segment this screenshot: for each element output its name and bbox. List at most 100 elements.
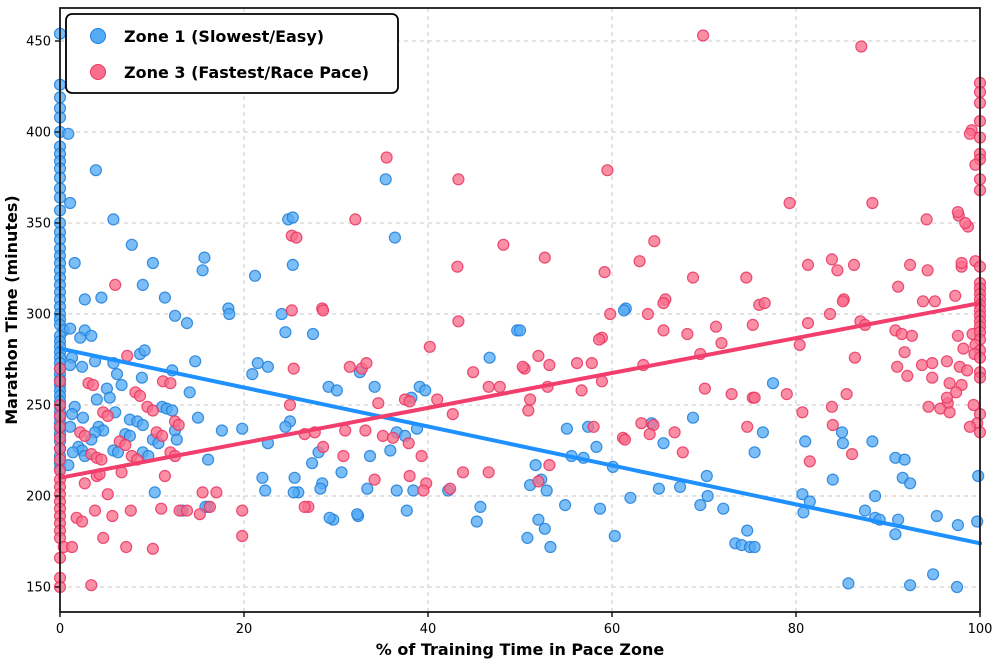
scatter-point	[538, 522, 551, 535]
scatter-point	[516, 360, 529, 373]
scatter-point	[89, 164, 103, 177]
scatter-point	[286, 258, 299, 271]
scatter-point	[121, 349, 134, 362]
scatter-point	[259, 484, 272, 497]
scatter-point	[866, 435, 879, 448]
scatter-point	[532, 349, 545, 362]
scatter-point	[423, 340, 436, 353]
scatter-point	[380, 151, 393, 164]
scatter-point	[287, 486, 300, 499]
scatter-point	[85, 579, 98, 592]
scatter-point	[90, 393, 103, 406]
scatter-point	[748, 391, 761, 404]
scatter-point	[641, 307, 655, 321]
scatter-point	[203, 500, 217, 513]
scatter-point	[191, 411, 205, 424]
scatter-point	[686, 271, 700, 284]
scatter-point	[943, 377, 956, 390]
scatter-point	[279, 420, 292, 433]
scatter-point	[847, 258, 861, 271]
scatter-point	[256, 471, 269, 484]
scatter-point	[78, 477, 91, 490]
scatter-point	[452, 173, 465, 186]
scatter-point	[748, 446, 761, 459]
scatter-point	[543, 459, 556, 472]
legend: Zone 1 (Slowest/Easy) Zone 3 (Fastest/Ra…	[65, 13, 399, 94]
scatter-point	[532, 513, 545, 526]
scatter-point	[135, 371, 148, 384]
scatter-point	[306, 327, 320, 341]
scatter-point	[415, 449, 428, 463]
legend-box	[65, 13, 399, 94]
scatter-point	[107, 213, 120, 226]
scatter-point	[78, 429, 91, 442]
scatter-point	[125, 238, 138, 251]
scatter-point	[63, 322, 77, 335]
scatter-point	[701, 489, 714, 503]
scatter-point	[951, 329, 965, 342]
scatter-point	[575, 384, 588, 397]
scatter-point	[926, 568, 940, 581]
scatter-point	[124, 504, 137, 517]
scatter-point	[840, 388, 853, 401]
scatter-point	[951, 518, 965, 532]
scatter-point	[963, 127, 977, 140]
trend-lines	[58, 301, 982, 546]
scatter-point	[390, 484, 403, 497]
scatter-point	[766, 377, 780, 390]
scatter-point	[101, 409, 114, 422]
scatter-point	[283, 398, 297, 412]
scatter-point	[793, 338, 806, 351]
scatter-point	[196, 486, 209, 499]
scatter-point	[845, 448, 859, 461]
scatter-point	[617, 304, 631, 317]
scatter-point	[903, 477, 917, 490]
scatter-point	[170, 433, 183, 446]
scatter-point	[419, 384, 432, 397]
scatter-point	[261, 360, 274, 373]
scatter-point	[95, 291, 108, 304]
scatter-point	[836, 437, 850, 450]
scatter-point	[715, 337, 728, 350]
scatter-point	[801, 258, 815, 271]
scatter-point	[826, 473, 839, 486]
scatter-point	[158, 291, 171, 304]
y-tick-label: 150	[26, 581, 51, 596]
series-1	[53, 29, 987, 594]
scatter-point	[696, 29, 710, 42]
scatter-point	[63, 420, 77, 433]
x-tick-label: 80	[788, 622, 805, 637]
scatter-point	[330, 384, 343, 397]
scatter-point	[335, 466, 348, 479]
scatter-point	[97, 531, 110, 545]
scatter-point	[717, 502, 730, 515]
scatter-point	[866, 196, 879, 210]
scatter-point	[120, 540, 133, 554]
scatter-point	[842, 577, 855, 590]
scatter-point	[103, 391, 116, 404]
scatter-point	[474, 500, 487, 513]
scatter-point	[926, 357, 939, 370]
scatter-point	[963, 420, 977, 433]
scatter-point	[286, 211, 299, 224]
scatter-point	[957, 342, 970, 355]
scatter-point	[323, 511, 336, 524]
scatter-point	[969, 158, 982, 171]
scatter-point	[180, 317, 194, 330]
scatter-point	[63, 196, 77, 210]
scatter-point	[384, 444, 397, 457]
scatter-point	[166, 404, 179, 417]
scatter-point	[624, 491, 637, 504]
scatter-point	[823, 307, 837, 321]
scatter-point	[796, 488, 809, 501]
scatter-point	[115, 378, 128, 392]
series-0	[53, 27, 985, 594]
scatter-point	[959, 216, 972, 230]
scatter-point	[337, 449, 350, 463]
scatter-point	[75, 360, 89, 373]
scatter-point	[915, 358, 929, 372]
scatter-point	[858, 504, 872, 517]
scatter-point	[68, 256, 81, 270]
scatter-point	[521, 531, 534, 545]
scatter-point	[403, 469, 416, 483]
